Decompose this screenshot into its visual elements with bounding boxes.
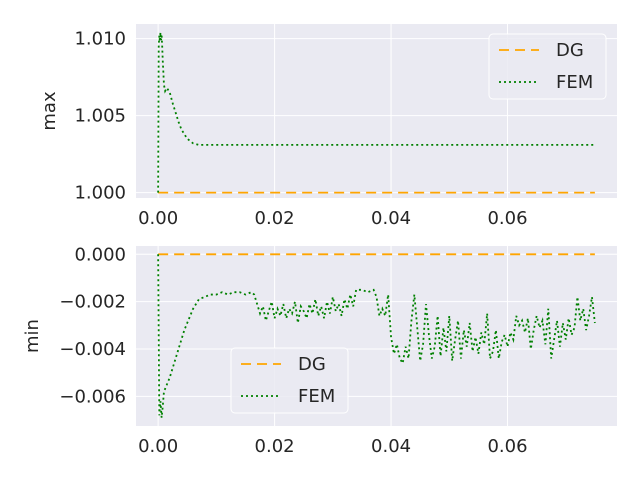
y-tick-label: −0.004 <box>59 339 126 360</box>
y-tick-label: −0.002 <box>59 292 126 313</box>
x-tick-label: 0.04 <box>371 436 411 457</box>
y-tick-label: 1.005 <box>74 106 126 127</box>
legend: DG FEM <box>488 33 607 100</box>
x-tick-label: 0.06 <box>487 208 527 229</box>
x-tick-label: 0.00 <box>138 436 178 457</box>
legend-label-dg: DG <box>298 354 326 375</box>
y-tick-label: 1.000 <box>74 183 126 204</box>
y-tick-label: 1.010 <box>74 29 126 50</box>
legend-label-fem: FEM <box>298 386 335 407</box>
y-tick-label: −0.006 <box>59 386 126 407</box>
x-tick-label: 0.00 <box>138 208 178 229</box>
x-tick-label: 0.04 <box>371 208 411 229</box>
y-axis-label: max <box>39 91 60 131</box>
x-tick-label: 0.02 <box>255 208 295 229</box>
series-line-fem <box>157 32 595 193</box>
max-subplot: 0.00 0.02 0.04 0.06 1.000 1.005 1.010 max DG FEM <box>39 24 617 229</box>
x-tick-label: 0.02 <box>255 436 295 457</box>
legend-label-dg: DG <box>556 40 584 61</box>
legend: DG FEM <box>230 347 349 414</box>
min-subplot: 0.00 0.02 0.04 0.06 0.000 −0.002 −0.004 −0.006 m… <box>22 244 617 457</box>
legend-label-fem: FEM <box>556 72 593 93</box>
y-axis-label: min <box>22 319 43 353</box>
y-tick-label: 0.000 <box>74 244 126 265</box>
x-tick-label: 0.06 <box>487 436 527 457</box>
series-line-fem <box>157 254 596 418</box>
plot-background <box>136 246 617 426</box>
